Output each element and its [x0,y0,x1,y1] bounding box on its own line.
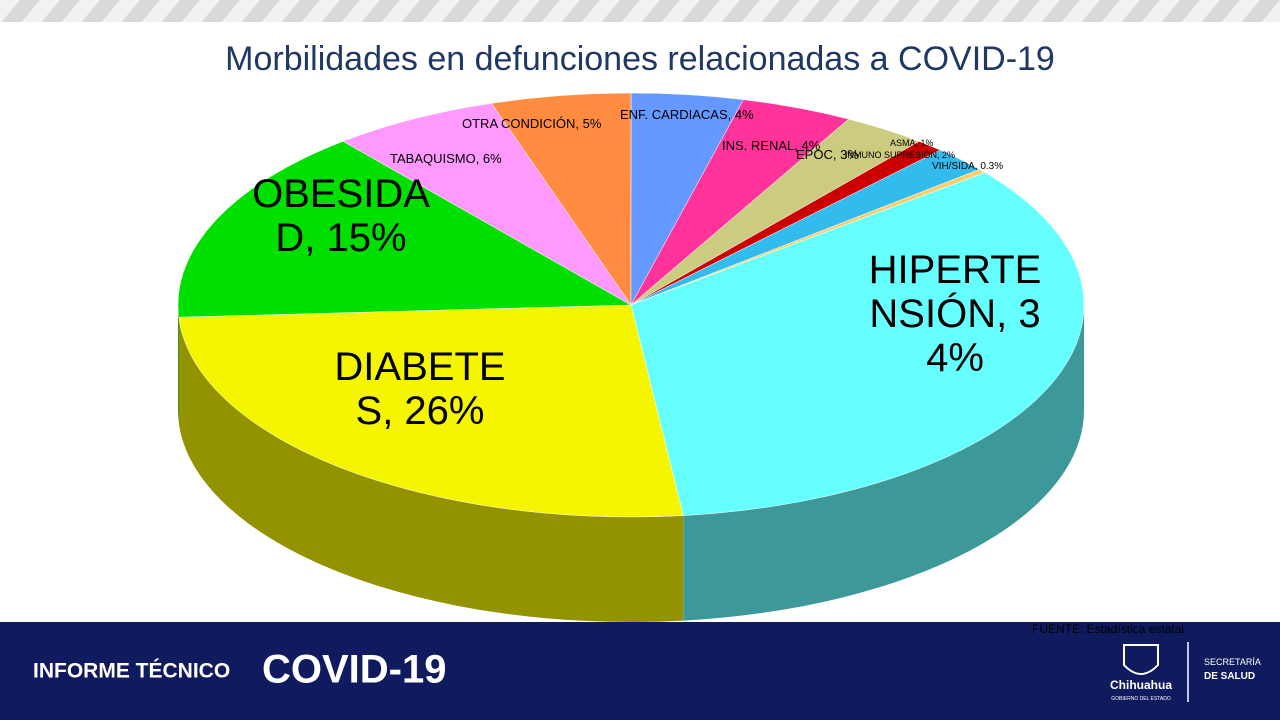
footer-bar [0,622,1280,720]
slice [177,141,632,318]
data-label: VIH/SIDA, 0.3% [932,161,1004,172]
slice-side [178,305,179,423]
chart-title: Morbilidades en defunciones relacionadas… [225,40,1055,78]
data-label: OBESIDAD, 15% [252,172,430,260]
data-label: TABAQUISMO, 6% [390,151,502,166]
source: FUENTE: Estadística estatal [1032,622,1184,636]
ministry-line2: DE SALUD [1204,671,1255,682]
ministry-line1: SECRETARÍA [1204,657,1261,667]
report-topic: COVID-19 [262,648,447,692]
slice [342,103,632,306]
data-label: EPOC, 3% [796,147,859,162]
data-label: OTRA CONDICIÓN, 5% [462,116,602,131]
shield-icon [1123,644,1159,675]
slice-side [683,305,1084,621]
slice-side [178,317,684,622]
data-label: ASMA, 1% [890,138,934,148]
pie [177,92,1085,622]
state-name: Chihuahua [1110,678,1172,692]
slice [178,304,684,518]
slice [630,172,1085,516]
data-label: HIPERTENSIÓN, 34% [868,248,1042,380]
government: GOBIERNO DEL ESTADO [1111,696,1171,702]
top-stripe [0,0,1280,22]
data-label: DIABETES, 26% [334,345,506,433]
data-label: INMUNO SUPRESIÓN, 2% [845,150,956,160]
slice [630,169,986,306]
report-label: INFORME TÉCNICO [33,660,230,683]
data-label: INS. RENAL, 4% [722,138,821,153]
data-label: ENF. CARDIACAS, 4% [620,107,754,122]
